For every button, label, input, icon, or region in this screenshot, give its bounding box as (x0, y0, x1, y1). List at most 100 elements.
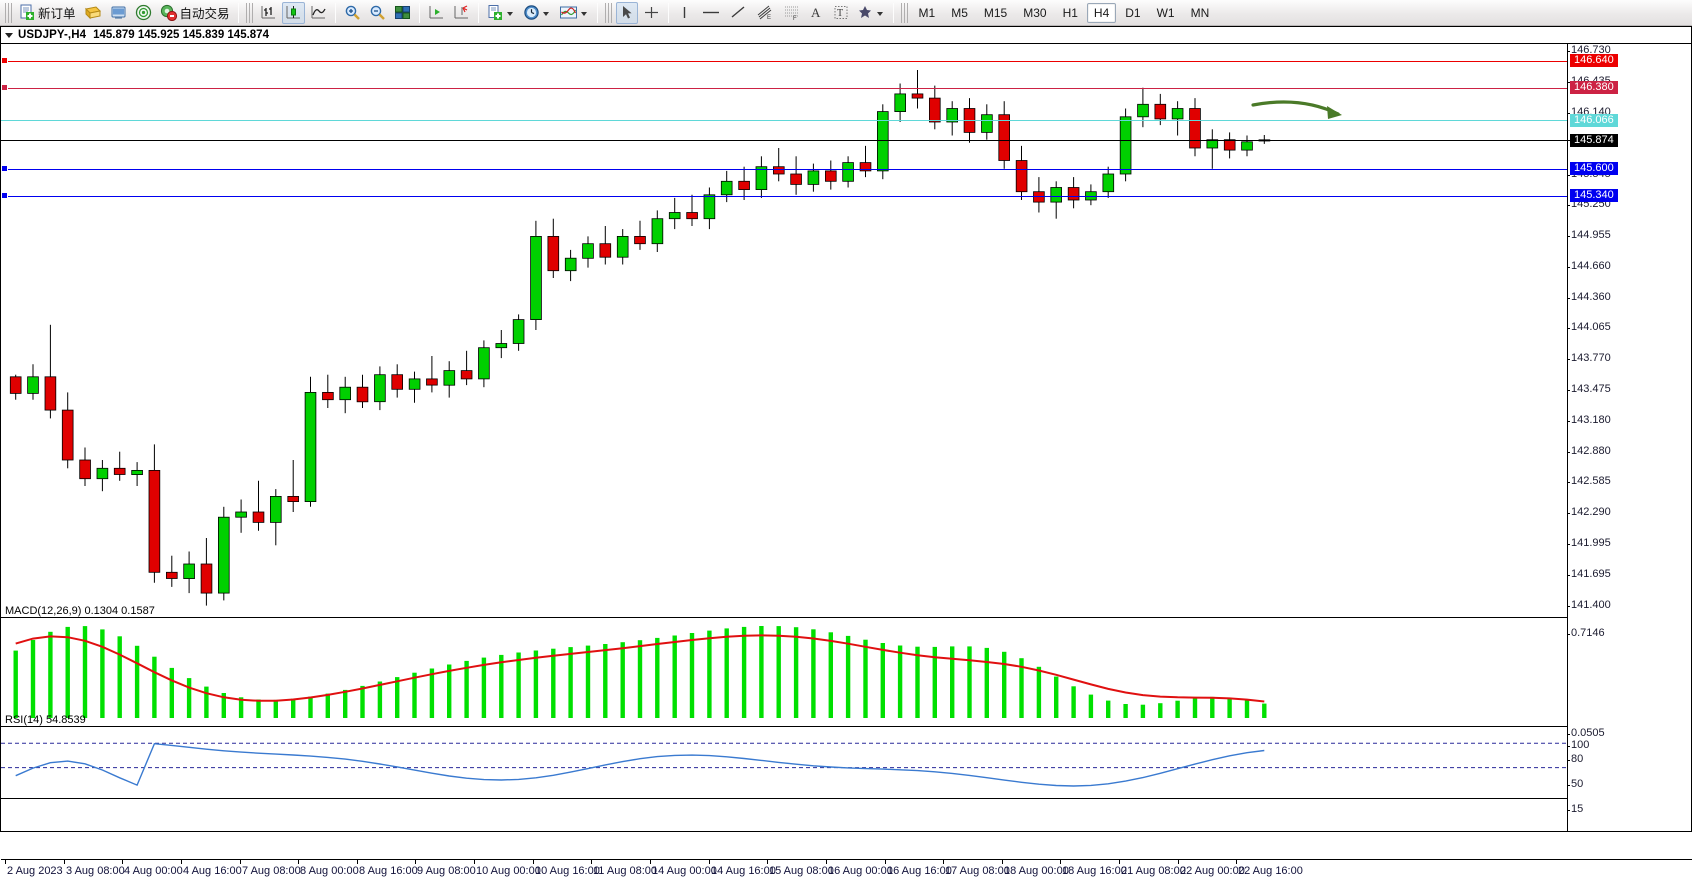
price-tick: 144.065 (1567, 321, 1611, 334)
text-label-icon: T (834, 6, 848, 19)
new-chart-dropdown-caret[interactable] (506, 11, 513, 16)
vertical-line-tool[interactable] (674, 2, 696, 24)
macd-axis-bottom: 0.0505 (1567, 727, 1605, 739)
svg-text:T: T (837, 8, 843, 19)
time-tick (885, 860, 886, 864)
timeframe-button-m5[interactable]: M5 (951, 5, 968, 20)
timeframe-button-w1[interactable]: W1 (1156, 5, 1175, 20)
line-support-145340-handle[interactable] (1, 192, 8, 200)
expert-advisors-button[interactable] (81, 2, 105, 24)
price-tick: 141.695 (1567, 567, 1611, 580)
zoom-in-button[interactable] (341, 2, 364, 24)
price-tick: 141.995 (1567, 536, 1611, 549)
price-axis[interactable]: 146.730146.435146.140145.874145.545145.2… (1566, 44, 1691, 831)
time-label: 21 Aug 08:00 (1121, 865, 1186, 877)
price-plot-area[interactable]: MACD(12,26,9) 0.1304 0.1587 RSI(14) 54.8… (1, 44, 1567, 831)
tag-resistance-146380[interactable]: 146.380 (1570, 81, 1618, 95)
tile-windows-button[interactable] (391, 2, 414, 24)
time-label: 17 Aug 08:00 (945, 865, 1010, 877)
tag-level-146066[interactable]: 146.066 (1570, 113, 1618, 127)
price-tick: 144.360 (1567, 290, 1611, 303)
toolbar-separator-7 (892, 2, 894, 23)
chart-shift-button[interactable] (425, 2, 448, 24)
timeframe-group: M1 M5 M15 M30 H1 H4 D1 W1 MN (911, 2, 1218, 23)
timeframe-button-h4[interactable]: H4 (1086, 2, 1117, 23)
data-window-button[interactable] (132, 2, 155, 24)
line-last-price-145874[interactable] (1, 140, 1567, 142)
shapes-tool[interactable] (854, 2, 888, 24)
line-resistance-146380-handle[interactable] (1, 84, 8, 92)
line-support-145340[interactable] (1, 195, 1567, 197)
price-tick: 142.585 (1567, 475, 1611, 488)
fibonacci-tool[interactable]: F (779, 2, 804, 24)
new-chart-button[interactable] (484, 2, 518, 24)
macd-label: MACD(12,26,9) 0.1304 0.1587 (5, 605, 155, 617)
time-tick (1060, 860, 1061, 864)
zoom-out-icon (370, 5, 385, 20)
autotrade-button[interactable]: 自动交易 (157, 2, 233, 24)
line-resistance-146640[interactable] (1, 60, 1567, 62)
label-tool[interactable]: T (830, 2, 852, 24)
line-support-145600-handle[interactable] (1, 165, 8, 173)
tag-resistance-146640[interactable]: 146.640 (1570, 54, 1618, 68)
line-chart-button[interactable] (307, 2, 330, 24)
toolbar-grip-2[interactable] (245, 2, 253, 23)
horizontal-line-tool[interactable] (698, 2, 724, 24)
arrow-cursor-icon (623, 6, 632, 19)
time-label: 22 Aug 16:00 (1238, 865, 1303, 877)
toolbar-separator-1 (237, 2, 239, 23)
navigator-button[interactable] (107, 2, 130, 24)
time-axis[interactable]: 2 Aug 2023 3 Aug 08:00 4 Aug 00:00 4 Aug 16… (1, 859, 1692, 883)
signal-icon (135, 4, 151, 21)
price-tick: 142.880 (1567, 444, 1611, 457)
toolbar-separator-5 (596, 2, 598, 23)
candlestick-chart-button[interactable] (281, 1, 305, 24)
timeframe-button-m1[interactable]: M1 (918, 5, 936, 20)
timeframe-button-mn[interactable]: MN (1190, 5, 1210, 20)
periodicity-button[interactable] (520, 2, 554, 24)
toolbar-grip-3[interactable] (604, 2, 612, 23)
vertical-line-icon (683, 7, 686, 18)
timeframe-button-m30[interactable]: M30 (1023, 5, 1047, 20)
tag-last-price-145874[interactable]: 145.874 (1570, 133, 1618, 147)
time-tick (943, 860, 944, 864)
bar-chart-button[interactable] (257, 2, 280, 24)
toolbar-grip-4[interactable] (900, 2, 908, 23)
equidistant-channel-tool[interactable]: E (752, 2, 777, 24)
toolbar-separator-3 (418, 2, 420, 23)
tag-support-145600[interactable]: 145.600 (1570, 162, 1618, 176)
text-tool[interactable]: A (806, 2, 828, 24)
channel-icon: E (757, 5, 771, 21)
toolbar-grip[interactable] (5, 2, 12, 23)
rsi-axis-15: 15 (1566, 803, 1584, 815)
main-toolbar: 新订单 (0, 0, 1692, 26)
time-label: 4 Aug 00:00 (124, 865, 183, 877)
line-support-145600[interactable] (1, 168, 1567, 170)
chart-menu-caret-icon[interactable] (5, 32, 13, 38)
timeframe-button-d1[interactable]: D1 (1125, 5, 1141, 20)
timeframe-button-m15[interactable]: M15 (983, 5, 1008, 20)
crosshair-tool[interactable] (640, 2, 663, 24)
candlestick-icon (286, 6, 300, 19)
time-tick (767, 860, 768, 864)
line-level-146066[interactable] (1, 120, 1567, 122)
zoom-out-button[interactable] (366, 2, 389, 24)
periodicity-dropdown-caret[interactable] (542, 11, 549, 16)
tag-support-145340[interactable]: 145.340 (1570, 189, 1618, 203)
indicators-dropdown-caret[interactable] (580, 11, 587, 16)
chart-window: USDJPY-,H4 145.879 145.925 145.839 145.8… (0, 26, 1692, 883)
timeframe-button-h1[interactable]: H1 (1062, 5, 1078, 20)
trendline-tool[interactable] (726, 2, 750, 24)
chart-autoscroll-button[interactable] (450, 2, 473, 24)
line-resistance-146380[interactable] (1, 87, 1567, 89)
time-tick (181, 860, 182, 864)
cursor-tool[interactable] (615, 1, 638, 24)
time-tick (1236, 860, 1237, 864)
pane-separator-rsi-bottom (1, 798, 1567, 799)
shapes-dropdown-caret[interactable] (876, 11, 883, 16)
new-order-button[interactable]: 新订单 (16, 2, 79, 24)
indicators-button[interactable] (556, 2, 592, 24)
line-resistance-146640-handle[interactable] (1, 57, 8, 65)
horizontal-line-icon (702, 11, 719, 14)
symbol-bar[interactable]: USDJPY-,H4 145.879 145.925 145.839 145.8… (1, 27, 1691, 44)
